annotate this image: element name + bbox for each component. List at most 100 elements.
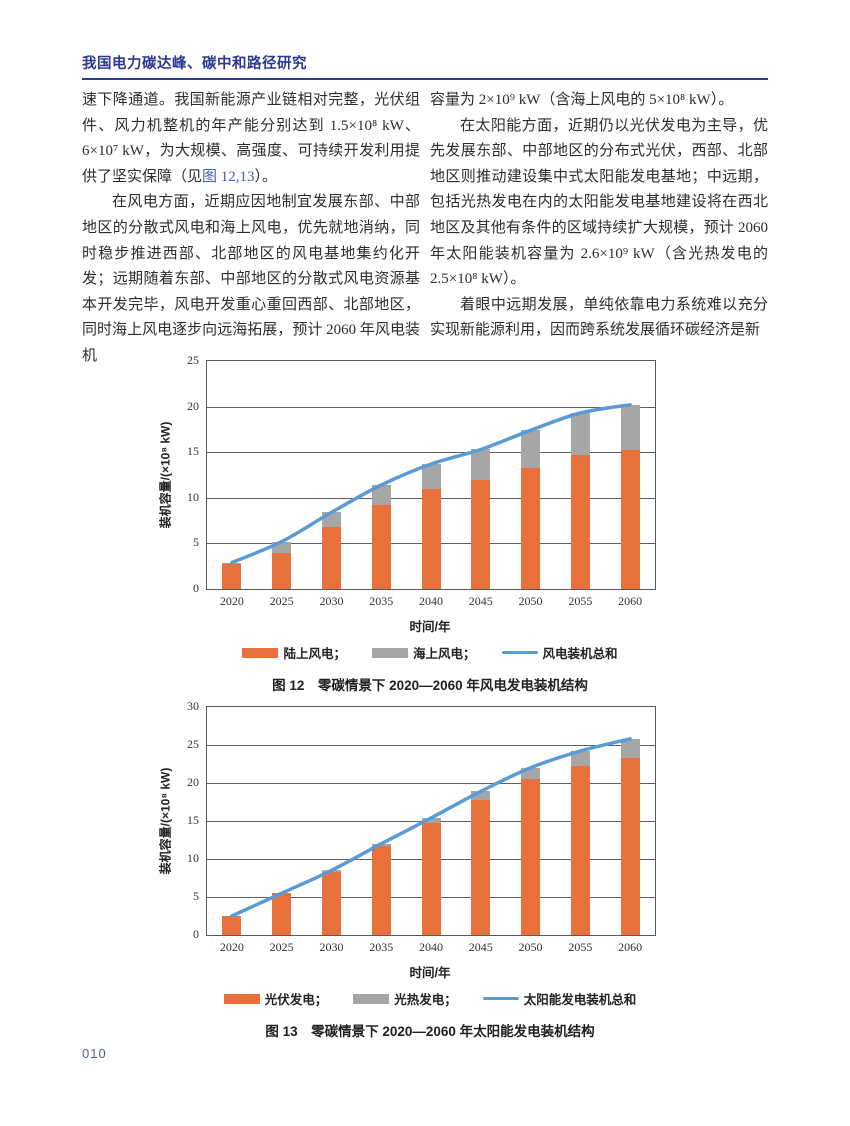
pv-power-bar-segment (371, 846, 391, 935)
figure-12-wind-chart: 0 5 10 15 20 25 2020 2025 2030 2035 2040 2045 2050 20… (150, 353, 670, 694)
paragraph: 容量为 2×10⁹ kW（含海上风电的 5×10⁸ kW）。 (430, 88, 768, 114)
offshore-wind-bar-segment (471, 449, 491, 480)
legend-label: 陆上风电； (283, 647, 346, 661)
legend-item-offshore-wind: 海上风电； (371, 643, 476, 662)
onshore-wind-bar-segment (471, 479, 491, 589)
x-axis-tick-label: 2030 (319, 940, 344, 954)
text-run: 容量为 2×10⁹ kW（含海上风电的 5×10⁸ kW）。 (430, 92, 734, 108)
offshore-wind-bar-segment (570, 413, 590, 455)
x-axis-tick-label: 2055 (568, 940, 593, 954)
y-axis-tick-label: 20 (187, 398, 199, 413)
x-axis-tick-label: 2025 (269, 940, 294, 954)
y-axis-tick-label: 25 (187, 737, 199, 751)
legend-bar-swatch-pv-power (223, 993, 260, 1004)
plot-area: 0 5 10 15 20 25 30 2020 2025 2030 2035 2040 2045 2050… (159, 699, 656, 954)
x-axis-tick-label: 2020 (219, 594, 244, 608)
legend-label: 太阳能发电装机总和 (523, 993, 637, 1007)
y-axis-tick-label: 0 (193, 581, 199, 595)
pv-power-bar-segment (620, 757, 640, 935)
csp-power-bar-segment (371, 843, 391, 847)
legend-line-swatch-solar-total (482, 996, 519, 1001)
pv-power-bar-segment (222, 916, 242, 935)
onshore-wind-bar-segment (222, 563, 242, 589)
x-axis-tick-label: 2040 (419, 940, 443, 954)
x-axis-title: 时间/年 (409, 620, 451, 634)
x-axis-tick-label: 2060 (618, 594, 643, 608)
legend-label: 光热发电； (394, 993, 457, 1007)
pv-power-bar-segment (471, 799, 491, 935)
x-axis-tick-label: 2060 (618, 940, 643, 954)
text-run: 在风电方面，近期应因地制宜发展东部、中部地区的分散式风电和海上风电，优先就地消纳… (82, 194, 420, 364)
figure-ref-link[interactable]: 图 12,13 (202, 168, 255, 185)
text-run: ）。 (254, 168, 278, 185)
onshore-wind-bar-segment (272, 552, 292, 589)
figure-13-solar-chart: 0 5 10 15 20 25 30 2020 2025 2030 2035 2040 2045 2050… (150, 699, 670, 1040)
onshore-wind-bar-segment (421, 488, 441, 589)
header-rule (82, 78, 768, 80)
y-axis-title: 装机容量/(×10⁸ kW) (158, 421, 173, 529)
y-axis-tick-label: 20 (187, 775, 199, 789)
y-axis-tick-label: 25 (187, 353, 199, 367)
onshore-wind-bar-segment (570, 454, 590, 589)
legend-label: 海上风电； (412, 647, 476, 661)
figure-caption: 图 12 零碳情景下 2020—2060 年风电发电装机结构 (272, 678, 588, 693)
csp-power-bar-segment (321, 870, 341, 872)
legend-label: 光伏发电； (264, 993, 328, 1007)
text-run: 在太阳能方面，近期仍以光伏发电为主导，优先发展东部、中部地区的分布式光伏，西部、… (430, 117, 768, 288)
onshore-wind-bar-segment (620, 450, 640, 589)
x-axis-tick-label: 2035 (369, 940, 394, 954)
y-axis-tick-label: 5 (193, 889, 199, 903)
legend-bar-swatch-csp-power (353, 993, 390, 1004)
onshore-wind-bar-segment (521, 467, 541, 589)
offshore-wind-bar-segment (222, 562, 242, 564)
page-header-title: 我国电力碳达峰、碳中和路径研究 (82, 56, 307, 72)
x-axis-tick-label: 2020 (219, 940, 244, 954)
paragraph: 速下降通道。我国新能源产业链相对完整，光伏组件、风力机整机的年产能分别达到 1.… (82, 88, 420, 190)
y-axis-tick-label: 15 (187, 813, 199, 827)
chart-legend: 陆上风电； 海上风电； 风电装机总和 (206, 643, 654, 662)
plot-area: 0 5 10 15 20 25 2020 2025 2030 2035 2040 2045 2050 20… (159, 353, 656, 608)
paragraph: 在太阳能方面，近期仍以光伏发电为主导，优先发展东部、中部地区的分布式光伏，西部、… (430, 114, 768, 293)
page-number: 010 (82, 1046, 107, 1061)
paragraph: 在风电方面，近期应因地制宜发展东部、中部地区的分散式风电和海上风电，优先就地消纳… (82, 190, 420, 369)
x-axis-tick-label: 2045 (468, 594, 493, 608)
paragraph: 着眼中远期发展，单纯依靠电力系统难以充分实现新能源利用，因而跨系统发展循环碳经济… (430, 293, 768, 344)
csp-power-bar-segment (620, 738, 640, 758)
y-axis-tick-label: 30 (187, 699, 199, 713)
csp-power-bar-segment (570, 751, 590, 767)
pv-power-bar-segment (521, 779, 541, 935)
x-axis-tick-label: 2025 (269, 594, 294, 608)
y-axis-tick-label: 15 (187, 444, 199, 459)
figure-caption: 图 13 零碳情景下 2020—2060 年太阳能发电装机结构 (265, 1024, 595, 1039)
x-axis-tick-label: 2050 (518, 594, 543, 608)
gridline (207, 745, 655, 746)
legend-item-onshore-wind: 陆上风电； (242, 643, 346, 662)
offshore-wind-bar-segment (272, 541, 292, 553)
offshore-wind-bar-segment (521, 430, 541, 468)
legend-label: 风电装机总和 (542, 647, 618, 661)
pv-power-bar-segment (421, 822, 441, 935)
csp-power-bar-segment (471, 791, 491, 800)
text-run: 速下降通道。我国新能源产业链相对完整，光伏组件、风力机整机的年产能分别达到 1.… (82, 92, 420, 185)
right-text-column: 容量为 2×10⁹ kW（含海上风电的 5×10⁸ kW）。在太阳能方面，近期仍… (430, 88, 768, 370)
onshore-wind-bar-segment (371, 505, 391, 589)
csp-power-bar-segment (521, 767, 541, 780)
x-axis-tick-label: 2055 (568, 594, 593, 608)
offshore-wind-bar-segment (620, 404, 640, 451)
pv-power-bar-segment (570, 766, 590, 935)
text-run: 着眼中远期发展，单纯依靠电力系统难以充分实现新能源利用，因而跨系统发展循环碳经济… (430, 296, 768, 339)
pv-power-bar-segment (272, 893, 292, 935)
csp-power-bar-segment (421, 817, 441, 823)
x-axis-tick-label: 2050 (518, 940, 543, 954)
x-axis-tick-label: 2035 (369, 594, 394, 608)
y-axis-tick-label: 10 (187, 851, 199, 865)
legend-bar-swatch-offshore-wind (371, 647, 408, 658)
page-header: 我国电力碳达峰、碳中和路径研究 (82, 52, 768, 80)
body-text-columns: 速下降通道。我国新能源产业链相对完整，光伏组件、风力机整机的年产能分别达到 1.… (82, 88, 768, 370)
x-axis-title: 时间/年 (409, 966, 451, 980)
offshore-wind-bar-segment (421, 464, 441, 489)
y-axis-tick-label: 5 (193, 535, 199, 550)
y-axis-title: 装机容量/(×10⁸ kW) (158, 767, 173, 875)
onshore-wind-bar-segment (321, 526, 341, 589)
